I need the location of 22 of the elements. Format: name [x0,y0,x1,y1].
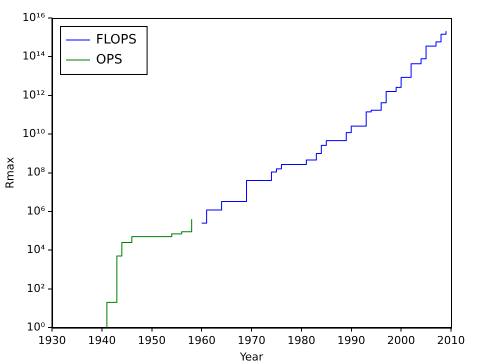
y-axis-title: Rmax [3,156,16,189]
x-tick-label: 1970 [238,334,266,348]
y-tick-label: 10¹² [22,88,46,102]
y-tick-label: 10⁶ [26,204,46,218]
x-tick-label: 1940 [88,334,116,348]
x-tick-label: 1980 [287,334,316,348]
y-tick-label: 10⁰ [26,320,46,334]
y-tick-label: 10⁴ [26,243,46,256]
x-tick-label: 1930 [38,334,66,348]
legend-label: FLOPS [96,32,137,48]
legend-label: OPS [96,52,122,68]
x-tick-label: 1950 [138,334,166,348]
y-tick-label: 10¹⁴ [22,50,46,63]
x-tick-label: 2000 [387,334,416,348]
x-tick-label: 2010 [437,334,465,348]
x-axis-title: Year [238,350,264,364]
x-tick-label: 1990 [337,334,366,348]
y-tick-label: 10² [26,282,46,295]
x-tick-label: 1960 [188,334,216,348]
y-tick-label: 10¹⁰ [22,126,46,140]
y-tick-label: 10⁸ [26,166,46,179]
y-tick-label: 10¹⁶ [22,10,46,24]
